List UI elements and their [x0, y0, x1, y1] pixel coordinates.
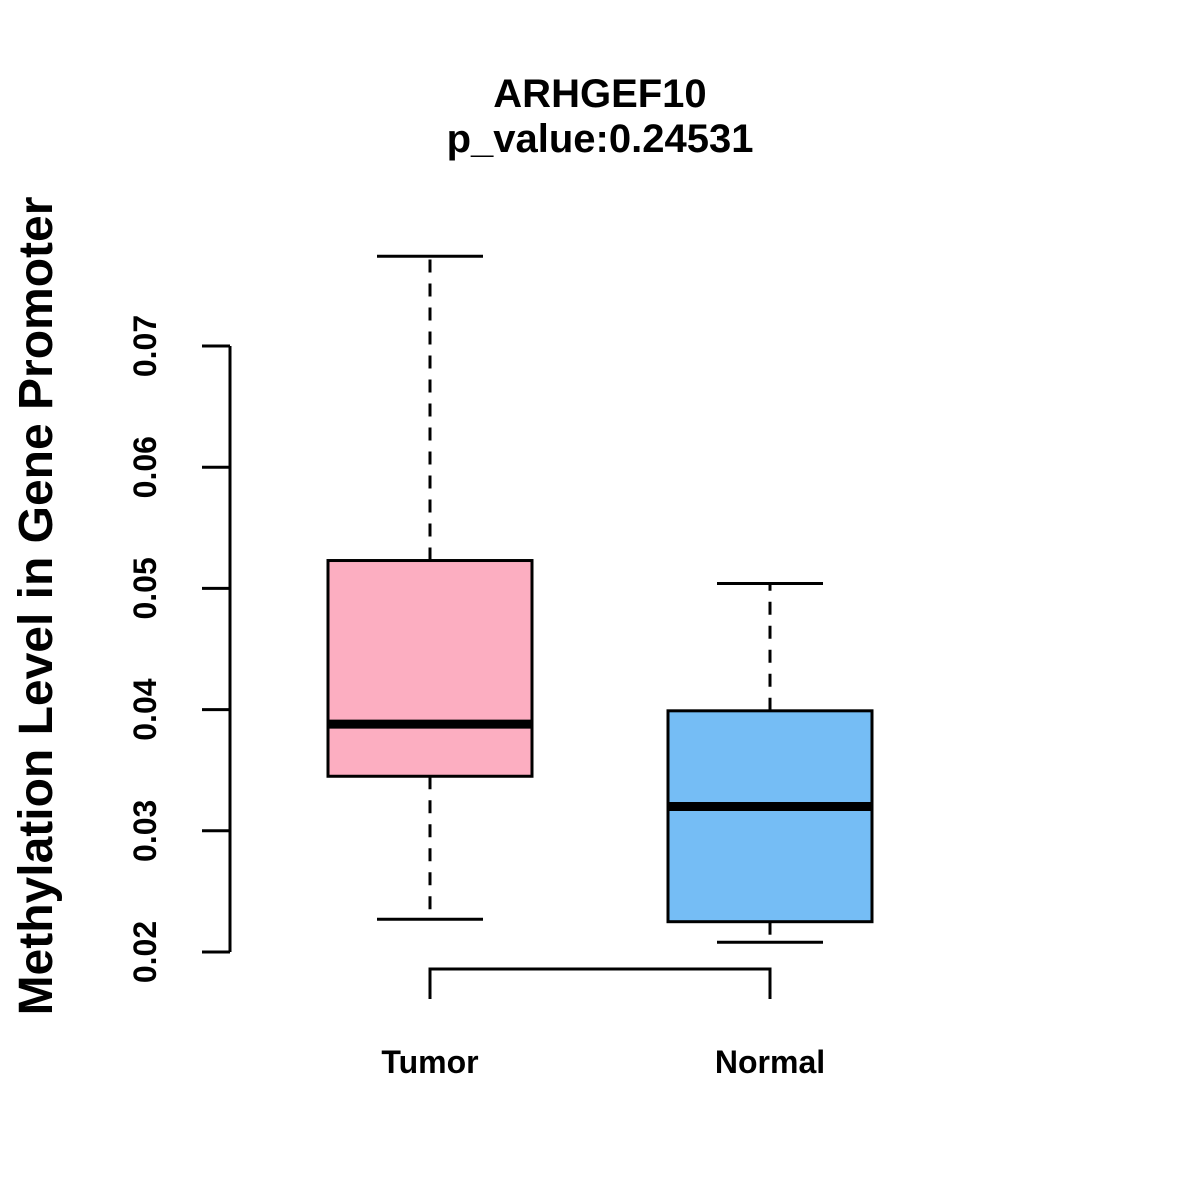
y-axis: 0.02 0.03 0.04 0.05 0.06 0.07: [127, 315, 232, 983]
box-group-tumor: [326, 254, 534, 921]
y-tick-label: 0.06: [127, 436, 163, 498]
y-tick-label: 0.03: [127, 800, 163, 862]
y-tick-label: 0.04: [127, 678, 163, 740]
x-category-label-tumor: Tumor: [381, 1044, 478, 1080]
y-tick-label: 0.02: [127, 921, 163, 983]
iqr-box: [326, 559, 534, 778]
y-tick-label: 0.05: [127, 557, 163, 619]
box-group-normal: [666, 582, 874, 944]
y-axis-label: Methylation Level in Gene Promoter: [10, 197, 63, 1016]
boxes: [326, 254, 874, 944]
chart-subtitle: p_value:0.24531: [447, 117, 754, 161]
y-tick-label: 0.07: [127, 315, 163, 377]
x-category-label-normal: Normal: [715, 1044, 825, 1080]
x-axis-line: [428, 967, 772, 999]
iqr-box: [666, 709, 874, 924]
chart-title: ARHGEF10: [493, 72, 706, 116]
x-axis-bracket: [428, 967, 772, 999]
